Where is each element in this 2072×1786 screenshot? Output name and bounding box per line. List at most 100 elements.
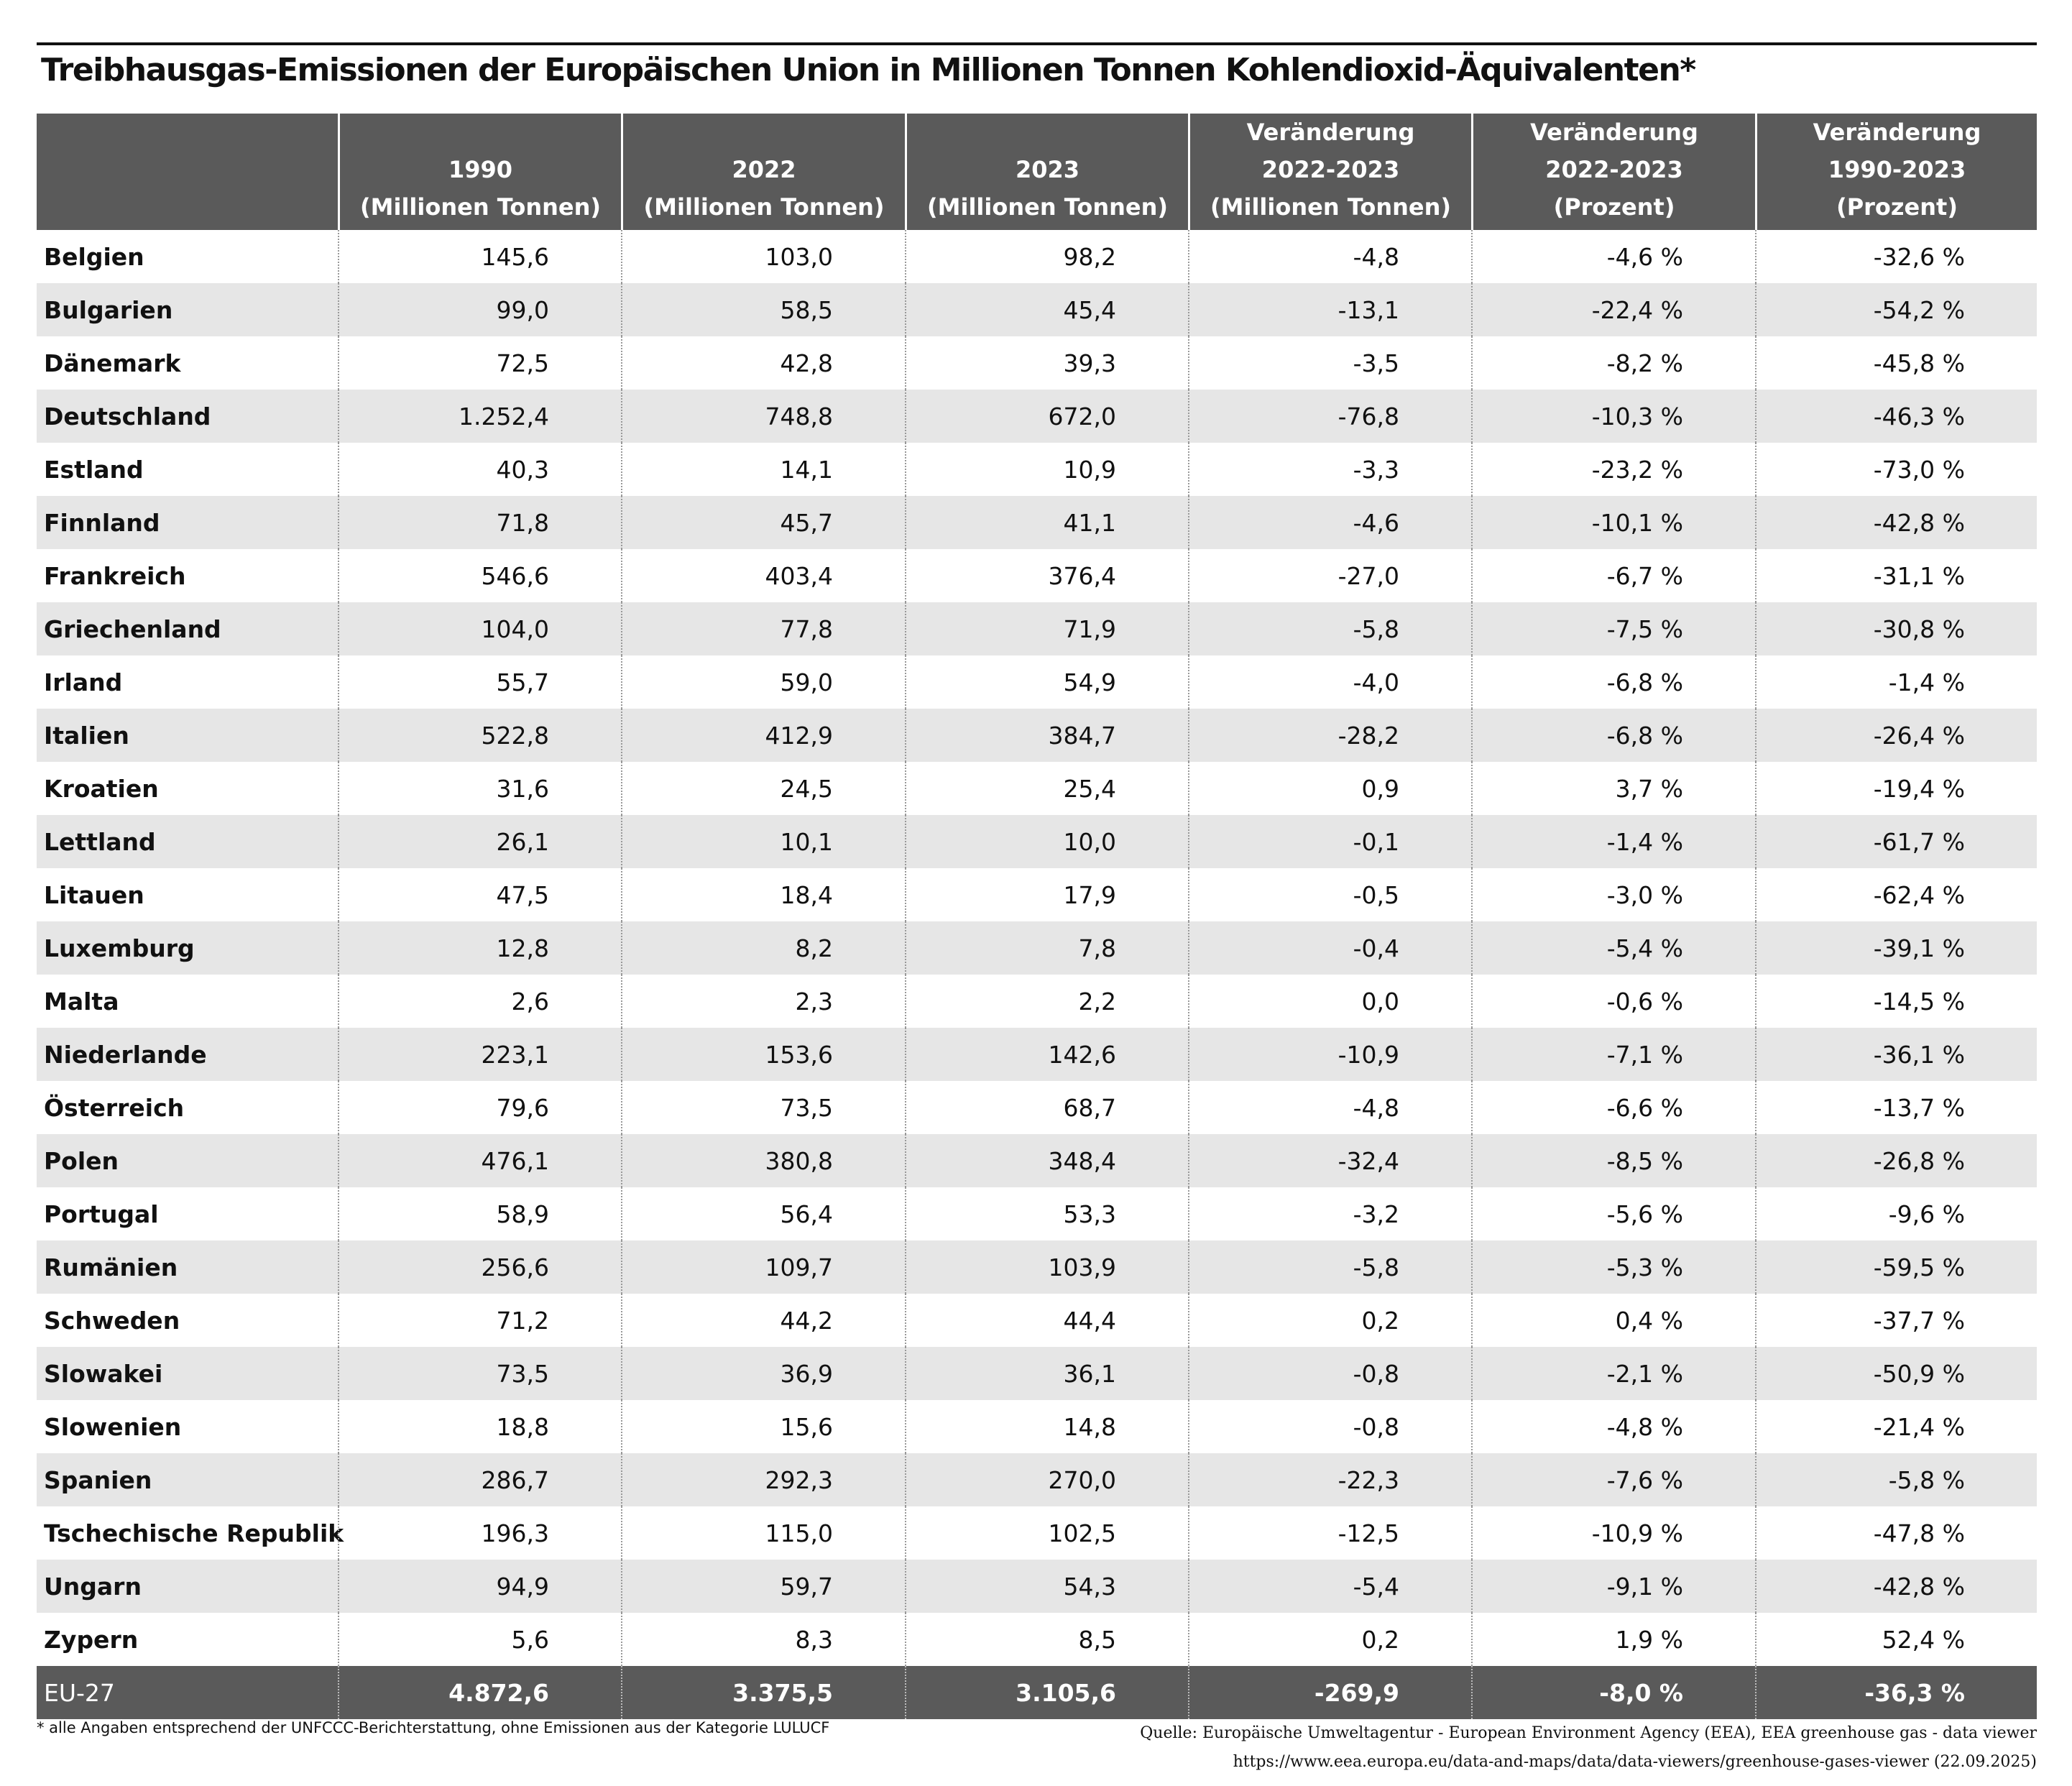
value-cell: 0,0 (1188, 975, 1471, 1028)
value-cell: 58,5 (621, 283, 905, 336)
value-cell: -32,4 (1188, 1134, 1471, 1187)
footnote: * alle Angaben entsprechend der UNFCCC-B… (37, 1719, 830, 1736)
table-row: Finnland 71,8 45,7 41,1 -4,6 -10,1 % -42,8 % (37, 496, 2037, 549)
value-cell: 0,4 % (1471, 1294, 1755, 1347)
value-cell: -4,8 % (1471, 1400, 1755, 1453)
table: 1990 (Millionen Tonnen) 2022 (Millionen Ton… (37, 114, 2037, 1719)
header-text: Veränderung (1530, 119, 1698, 146)
document: Treibhausgas-Emissionen der Europäischen… (37, 0, 2037, 1786)
value-cell: 286,7 (338, 1453, 621, 1506)
value-cell: 102,5 (905, 1506, 1188, 1560)
value-cell: 2,3 (621, 975, 905, 1028)
value-cell: 55,7 (338, 655, 621, 709)
value-cell: -0,6 % (1471, 975, 1755, 1028)
country: Slowakei (44, 1359, 163, 1388)
value-cell: 223,1 (338, 1028, 621, 1081)
value-cell: 56,4 (621, 1187, 905, 1240)
value-cell: -5,8 (1188, 1240, 1471, 1294)
table-row: Dänemark 72,5 42,8 39,3 -3,5 -8,2 % -45,8 % (37, 336, 2037, 390)
value-cell: -62,4 % (1755, 868, 2037, 921)
value-cell: 412,9 (621, 709, 905, 762)
country: Österreich (44, 1093, 185, 1122)
value-cell: 44,4 (905, 1294, 1188, 1347)
value-cell: 748,8 (621, 390, 905, 443)
table-row: Deutschland 1.252,4 748,8 672,0 -76,8 -10,3 %… (37, 390, 2037, 443)
header-text: 2023 (1015, 156, 1080, 183)
value-cell: 380,8 (621, 1134, 905, 1187)
value-cell: 58,9 (338, 1187, 621, 1240)
value-cell: 384,7 (905, 709, 1188, 762)
value-cell: -13,7 % (1755, 1081, 2037, 1134)
header-text: (Millionen Tonnen) (1210, 193, 1451, 221)
total-value: -36,3 % (1755, 1666, 2037, 1719)
total-value: -8,0 % (1471, 1666, 1755, 1719)
value-cell: -46,3 % (1755, 390, 2037, 443)
value-cell: 153,6 (621, 1028, 905, 1081)
value-cell: -50,9 % (1755, 1347, 2037, 1400)
value-cell: 10,0 (905, 815, 1188, 868)
table-row: Estland 40,3 14,1 10,9 -3,3 -23,2 % -73,0 % (37, 443, 2037, 496)
value-cell: -4,6 (1188, 496, 1471, 549)
value-cell: 41,1 (905, 496, 1188, 549)
value-cell: -23,2 % (1471, 443, 1755, 496)
value-cell: 10,1 (621, 815, 905, 868)
value-cell: -42,8 % (1755, 496, 2037, 549)
value-cell: -54,2 % (1755, 283, 2037, 336)
country: Dänemark (44, 349, 181, 377)
value-cell: -8,5 % (1471, 1134, 1755, 1187)
value-cell: 256,6 (338, 1240, 621, 1294)
value-cell: 73,5 (338, 1347, 621, 1400)
source: Quelle: Europäische Umweltagentur - Euro… (1140, 1719, 2037, 1777)
value-cell: -10,9 % (1471, 1506, 1755, 1560)
header-cell: Veränderung 2022-2023 (Prozent) (1471, 114, 1755, 230)
value-cell: 99,0 (338, 283, 621, 336)
value-cell: 109,7 (621, 1240, 905, 1294)
table-row: Griechenland 104,0 77,8 71,9 -5,8 -7,5 % -30,8… (37, 602, 2037, 655)
header-text: 2022-2023 (1261, 156, 1400, 183)
value-cell: 36,1 (905, 1347, 1188, 1400)
table-row: Ungarn 94,9 59,7 54,3 -5,4 -9,1 % -42,8 % (37, 1560, 2037, 1613)
value-cell: -61,7 % (1755, 815, 2037, 868)
country: Schweden (44, 1306, 180, 1335)
country: Frankreich (44, 561, 186, 590)
value-cell: -10,1 % (1471, 496, 1755, 549)
value-cell: -30,8 % (1755, 602, 2037, 655)
value-cell: -21,4 % (1755, 1400, 2037, 1453)
value-cell: 15,6 (621, 1400, 905, 1453)
value-cell: -0,4 (1188, 921, 1471, 975)
value-cell: -8,2 % (1471, 336, 1755, 390)
value-cell: -3,0 % (1471, 868, 1755, 921)
value-cell: 17,9 (905, 868, 1188, 921)
value-cell: 142,6 (905, 1028, 1188, 1081)
value-cell: 103,0 (621, 230, 905, 283)
header-cell: 2023 (Millionen Tonnen) (905, 114, 1188, 230)
value-cell: -5,8 (1188, 602, 1471, 655)
value-cell: -3,3 (1188, 443, 1471, 496)
value-cell: -4,8 (1188, 1081, 1471, 1134)
value-cell: -9,6 % (1755, 1187, 2037, 1240)
table-row: Italien 522,8 412,9 384,7 -28,2 -6,8 % -26,4 % (37, 709, 2037, 762)
value-cell: -0,1 (1188, 815, 1471, 868)
value-cell: 68,7 (905, 1081, 1188, 1134)
country: Tschechische Republik (44, 1519, 344, 1547)
value-cell: 59,0 (621, 655, 905, 709)
value-cell: -0,8 (1188, 1347, 1471, 1400)
value-cell: 73,5 (621, 1081, 905, 1134)
value-cell: 0,2 (1188, 1294, 1471, 1347)
value-cell: -4,6 % (1471, 230, 1755, 283)
table-row: Slowakei 73,5 36,9 36,1 -0,8 -2,1 % -50,9 % (37, 1347, 2037, 1400)
value-cell: 94,9 (338, 1560, 621, 1613)
value-cell: -47,8 % (1755, 1506, 2037, 1560)
value-cell: -6,8 % (1471, 655, 1755, 709)
header-text: Veränderung (1246, 119, 1415, 146)
country: Slowenien (44, 1412, 182, 1441)
header-text: Veränderung (1813, 119, 1981, 146)
value-cell: 403,4 (621, 549, 905, 602)
value-cell: 52,4 % (1755, 1613, 2037, 1666)
value-cell: 40,3 (338, 443, 621, 496)
table-row: Belgien 145,6 103,0 98,2 -4,8 -4,6 % -32,6 % (37, 230, 2037, 283)
header-text: (Prozent) (1836, 193, 1958, 221)
value-cell: 1.252,4 (338, 390, 621, 443)
header-text: 2022 (732, 156, 796, 183)
